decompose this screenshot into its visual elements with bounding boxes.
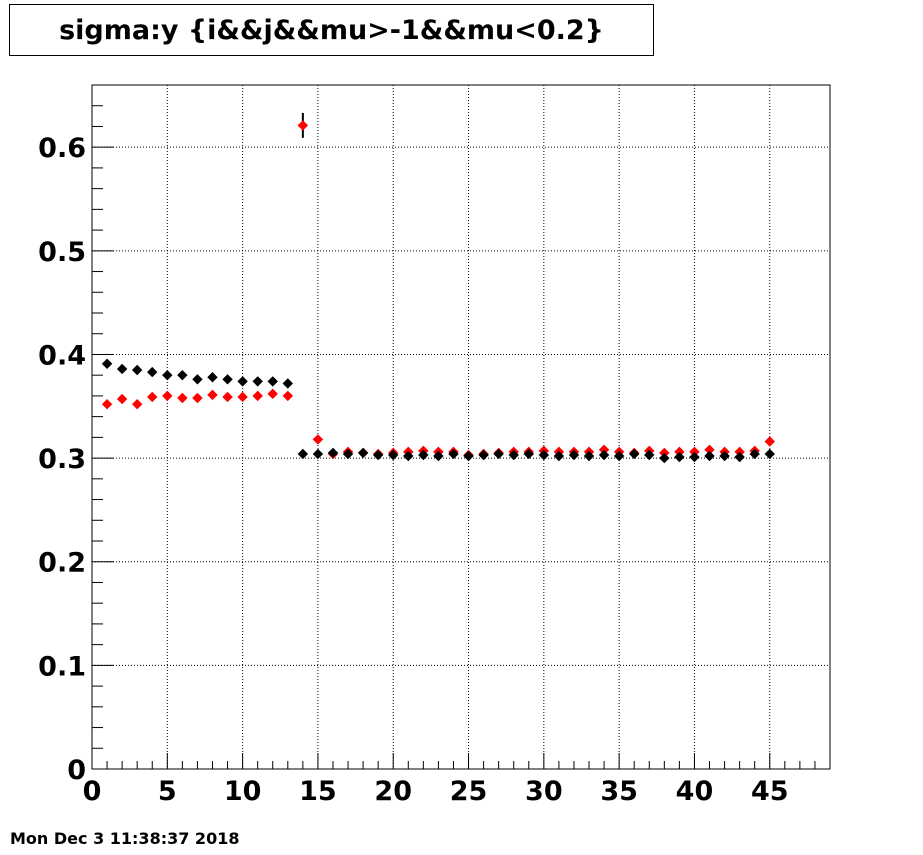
data-point-series-1 xyxy=(282,390,294,402)
data-point-series-1 xyxy=(312,434,324,445)
tick-labels: 0 5 10 15 20 25 30 35 40 45 0 0.1 0.2 0.3 0.4 0.5 0.6 xyxy=(38,133,788,807)
data-point-series-2 xyxy=(418,449,429,461)
x-tick-label: 0 xyxy=(83,776,102,807)
data-point-series-1 xyxy=(162,390,173,402)
data-point-series-2 xyxy=(372,449,384,461)
data-point-series-1 xyxy=(147,391,158,403)
data-points xyxy=(101,112,775,464)
data-point-series-2 xyxy=(704,450,715,462)
data-point-series-2 xyxy=(538,449,550,461)
data-point-series-2 xyxy=(388,449,399,461)
data-point-series-2 xyxy=(162,369,173,381)
data-point-series-1 xyxy=(267,388,278,400)
data-point-series-2 xyxy=(568,449,580,461)
data-point-series-1 xyxy=(252,390,263,402)
data-point-series-2 xyxy=(463,450,474,462)
data-point-series-2 xyxy=(659,452,670,464)
y-tick-label: 0.2 xyxy=(38,548,86,579)
x-tick-label: 35 xyxy=(600,776,638,807)
y-tick-label: 0.5 xyxy=(38,237,86,268)
data-point-series-2 xyxy=(192,374,203,385)
data-point-series-2 xyxy=(297,448,309,460)
data-point-series-2 xyxy=(147,366,158,378)
data-point-series-2 xyxy=(674,451,685,463)
data-point-series-2 xyxy=(357,447,369,459)
data-point-series-2 xyxy=(177,369,188,381)
data-point-series-2 xyxy=(523,448,534,460)
data-point-series-1 xyxy=(764,436,775,447)
data-point-series-1 xyxy=(222,391,233,403)
x-tick-label: 45 xyxy=(751,776,789,807)
x-tick-label: 40 xyxy=(676,776,714,807)
data-point-series-2 xyxy=(222,374,233,385)
data-point-series-2 xyxy=(644,449,655,461)
data-point-series-2 xyxy=(613,450,625,462)
data-point-series-2 xyxy=(734,451,745,463)
data-point-series-2 xyxy=(478,449,489,461)
data-point-series-1 xyxy=(297,120,309,131)
y-tick-label: 0.4 xyxy=(38,340,86,371)
x-tick-label: 10 xyxy=(224,776,262,807)
data-point-series-2 xyxy=(237,376,248,387)
data-point-series-2 xyxy=(342,448,354,460)
data-point-series-2 xyxy=(101,358,113,369)
data-point-series-1 xyxy=(177,392,188,404)
data-point-series-2 xyxy=(508,449,519,461)
data-point-series-1 xyxy=(192,392,203,404)
data-point-series-1 xyxy=(131,398,143,410)
data-point-series-2 xyxy=(764,448,775,460)
data-point-series-2 xyxy=(282,378,294,389)
data-point-series-2 xyxy=(207,372,218,383)
timestamp: Mon Dec 3 11:38:37 2018 xyxy=(10,829,240,848)
y-tick-label: 0.6 xyxy=(38,133,86,164)
data-point-series-1 xyxy=(116,393,128,405)
data-point-series-2 xyxy=(448,448,459,460)
data-point-series-1 xyxy=(101,398,113,410)
y-tick-label: 0 xyxy=(67,755,86,786)
data-point-series-2 xyxy=(116,363,128,375)
data-point-series-1 xyxy=(207,389,218,401)
chart-title: sigma:y {i&&j&&mu>-1&&mu<0.2} xyxy=(9,4,654,56)
data-point-series-1 xyxy=(237,391,248,403)
data-point-series-2 xyxy=(749,448,760,460)
data-point-series-2 xyxy=(433,450,444,462)
data-point-series-2 xyxy=(327,447,339,459)
data-point-series-2 xyxy=(583,450,595,462)
data-point-series-2 xyxy=(252,376,263,387)
x-tick-label: 20 xyxy=(374,776,412,807)
y-tick-label: 0.3 xyxy=(38,444,86,475)
data-point-series-2 xyxy=(719,450,730,462)
axis-ticks xyxy=(91,84,831,770)
data-point-series-2 xyxy=(131,364,143,376)
data-point-series-2 xyxy=(312,448,324,460)
y-tick-label: 0.1 xyxy=(38,651,86,682)
data-point-series-2 xyxy=(493,448,504,460)
x-tick-label: 15 xyxy=(299,776,337,807)
data-point-series-2 xyxy=(267,376,278,387)
data-point-series-2 xyxy=(553,450,565,462)
data-point-series-2 xyxy=(628,448,640,460)
x-tick-label: 30 xyxy=(525,776,563,807)
data-point-series-2 xyxy=(598,449,610,461)
x-tick-label: 25 xyxy=(450,776,488,807)
grid-lines xyxy=(92,85,830,769)
data-point-series-2 xyxy=(403,450,414,462)
x-tick-label: 5 xyxy=(158,776,177,807)
data-point-series-2 xyxy=(689,451,700,463)
plot-frame xyxy=(91,84,831,770)
